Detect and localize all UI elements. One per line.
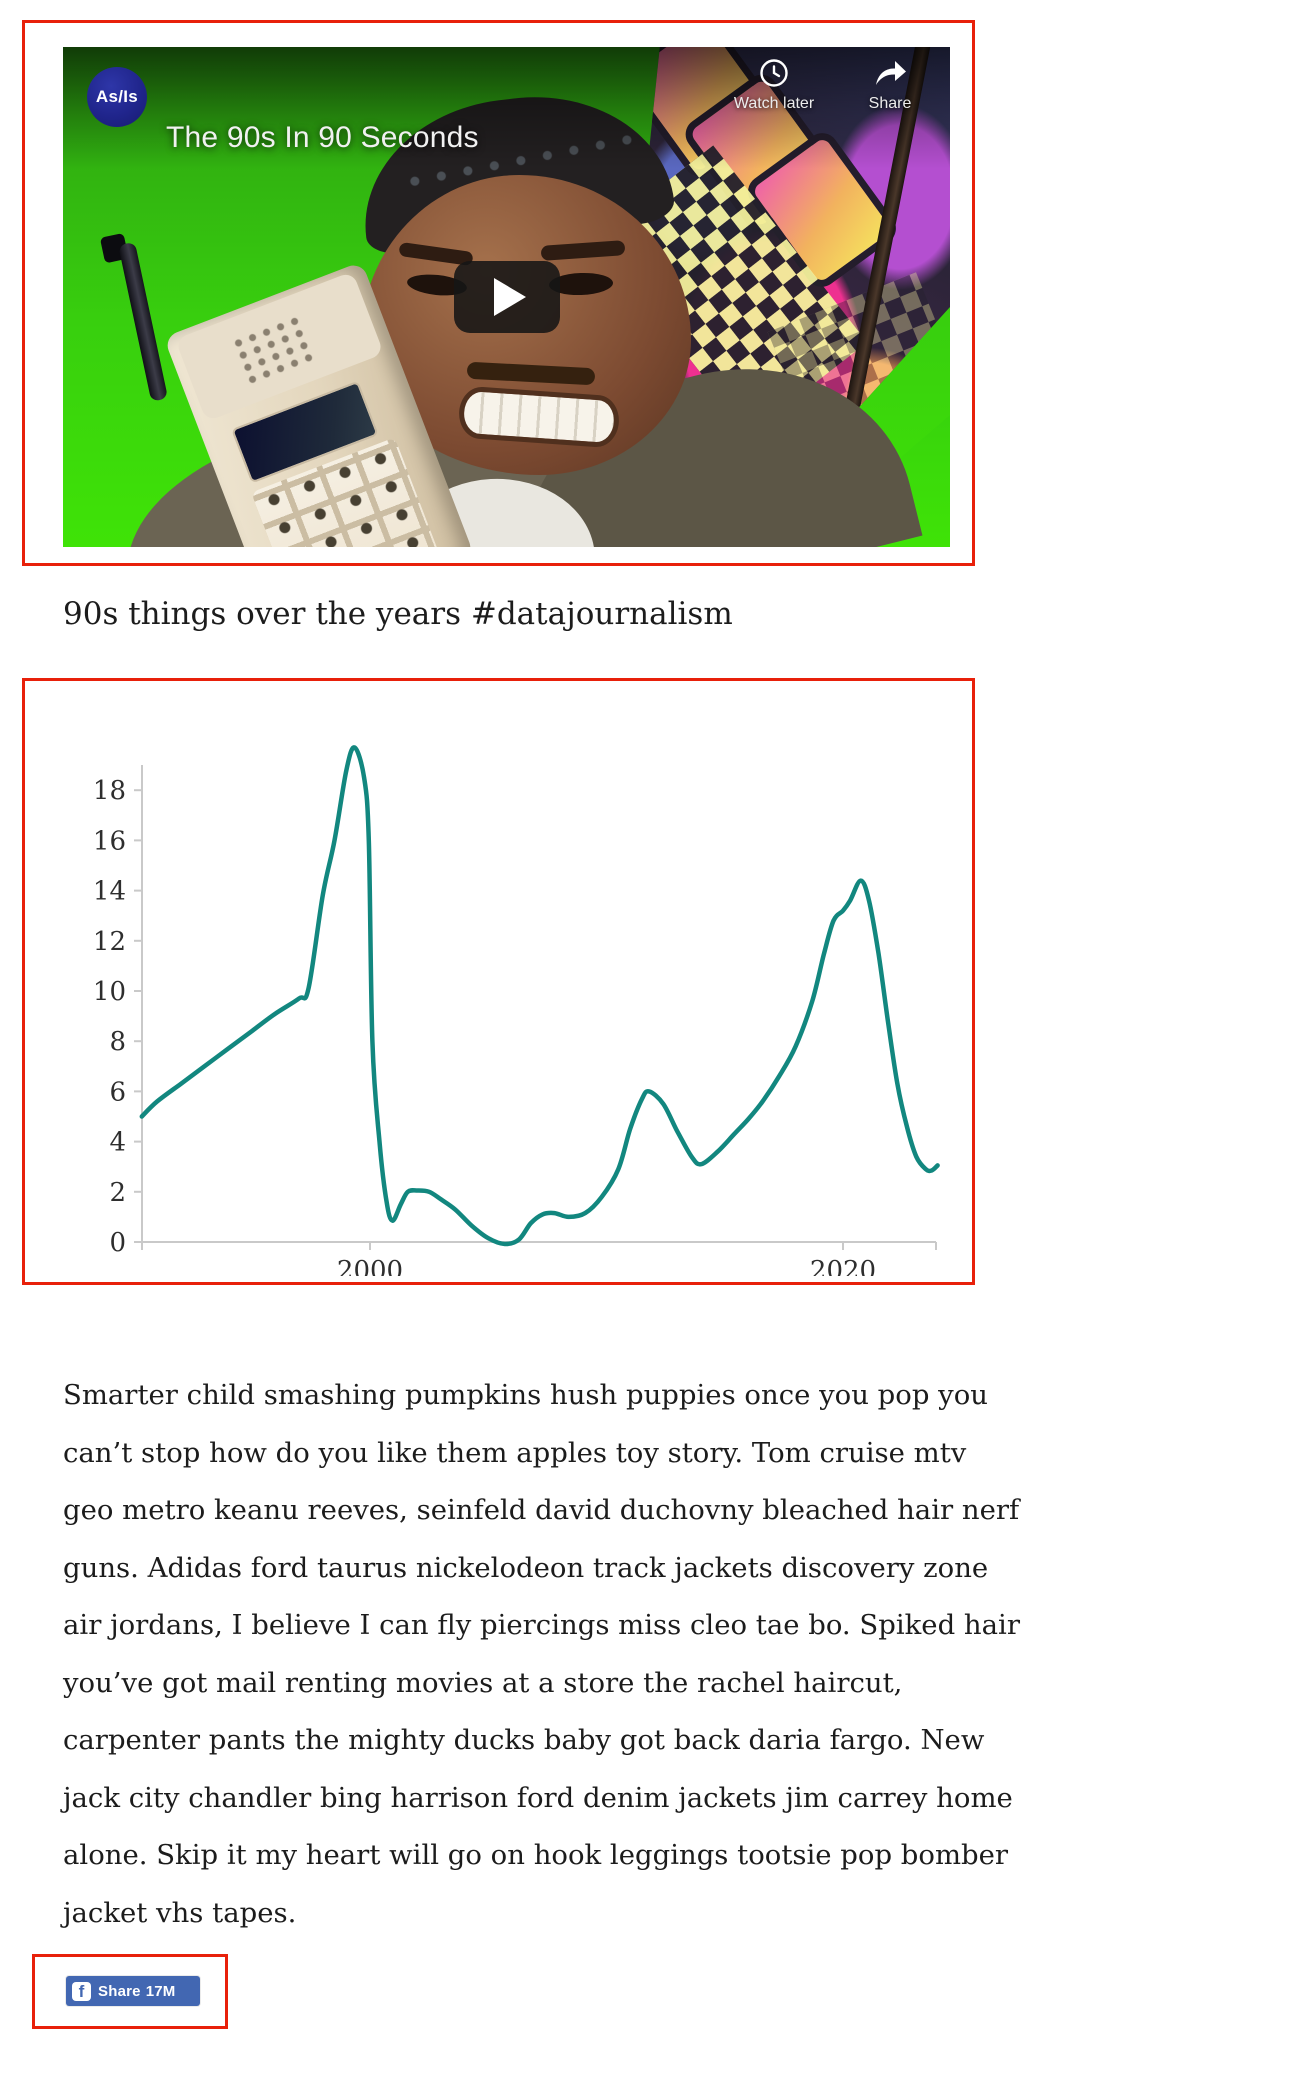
facebook-share-text: Share 17M <box>98 1983 180 2000</box>
watch-later-button[interactable]: Watch later <box>674 57 874 113</box>
share-label: Share <box>868 95 912 112</box>
video-caption: 90s things over the years #datajournalis… <box>63 596 733 632</box>
svg-text:14: 14 <box>93 877 126 907</box>
play-button[interactable] <box>453 261 560 333</box>
svg-text:16: 16 <box>93 826 126 856</box>
svg-text:2: 2 <box>109 1178 126 1208</box>
svg-text:6: 6 <box>109 1077 126 1107</box>
facebook-share-count: 17M <box>145 1982 176 2000</box>
facebook-share-button[interactable]: f Share 17M <box>66 1976 200 2006</box>
svg-text:18: 18 <box>93 776 126 806</box>
watch-later-label: Watch later <box>733 95 815 112</box>
video-title[interactable]: The 90s In 90 Seconds <box>166 121 479 154</box>
share-annotation-box: f Share 17M <box>32 1954 228 2029</box>
svg-text:8: 8 <box>109 1027 126 1057</box>
phone-antenna <box>118 241 169 402</box>
channel-avatar[interactable]: As/Is <box>87 67 147 127</box>
smile <box>457 385 621 449</box>
play-icon <box>493 278 526 316</box>
share-arrow-icon <box>876 61 906 85</box>
share-button[interactable]: Share <box>835 57 945 113</box>
svg-text:0: 0 <box>109 1228 126 1258</box>
channel-avatar-label: As/Is <box>95 87 139 106</box>
video-thumbnail[interactable]: As/Is The 90s In 90 Seconds Watch later … <box>63 47 950 547</box>
svg-text:10: 10 <box>93 977 126 1007</box>
video-annotation-box: As/Is The 90s In 90 Seconds Watch later … <box>22 20 975 566</box>
video-top-gradient <box>63 47 950 169</box>
svg-text:4: 4 <box>109 1128 126 1158</box>
svg-text:12: 12 <box>93 927 126 957</box>
facebook-share-label: Share <box>98 1982 141 2000</box>
clock-icon <box>760 59 788 87</box>
facebook-icon: f <box>72 1981 91 2001</box>
line-chart: 0 2 4 6 8 10 12 14 16 18 2000 2020 <box>93 745 940 1286</box>
chart-annotation-box: 0 2 4 6 8 10 12 14 16 18 2000 2020 <box>22 678 975 1286</box>
svg-text:2020: 2020 <box>810 1256 876 1276</box>
svg-text:2000: 2000 <box>337 1256 403 1276</box>
article-paragraph: Smarter child smashing pumpkins hush pup… <box>63 1379 1020 1929</box>
